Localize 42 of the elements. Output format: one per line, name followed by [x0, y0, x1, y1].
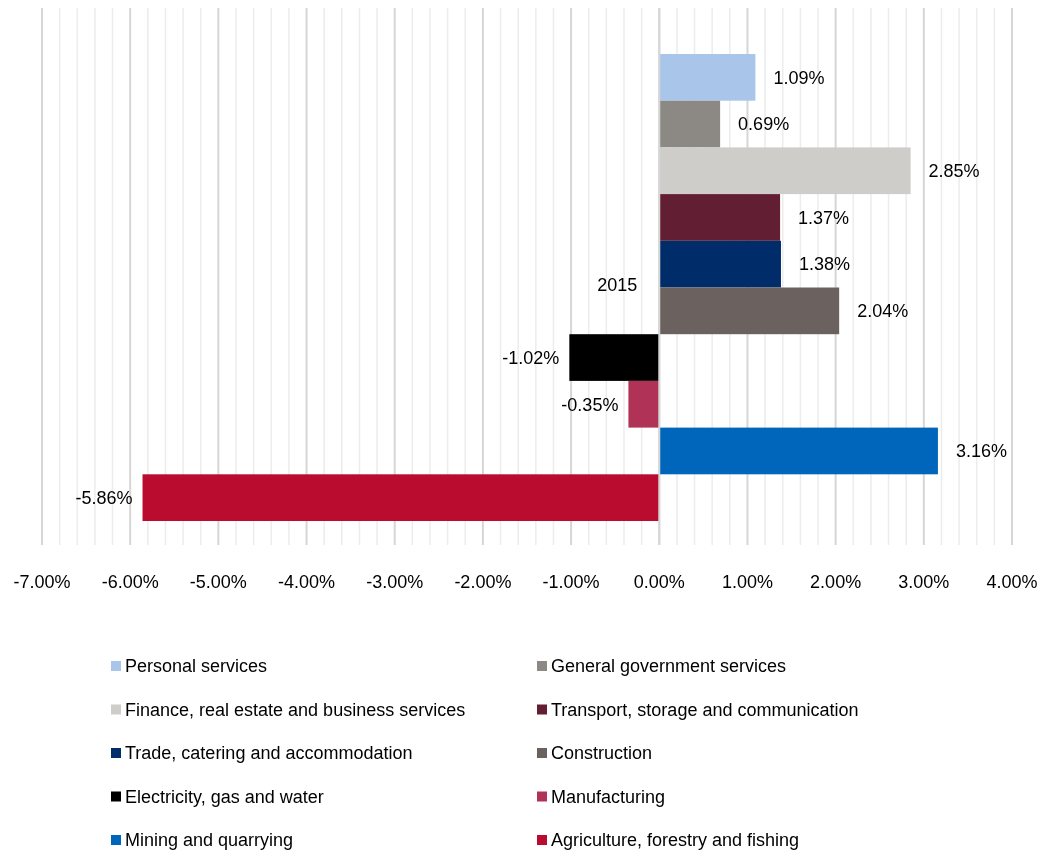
data-label: -1.02%	[502, 347, 560, 368]
bar	[659, 287, 840, 335]
x-tick-label: -7.00%	[13, 572, 71, 593]
bar	[659, 240, 781, 288]
data-label: 1.38%	[798, 254, 851, 275]
bar	[659, 427, 938, 475]
legend-label: Trade, catering and accommodation	[125, 743, 413, 764]
x-tick-label: -6.00%	[101, 572, 159, 593]
x-tick-label: 2.00%	[810, 572, 862, 593]
data-label: 0.69%	[738, 114, 790, 135]
y-tick-label: 2015	[597, 274, 638, 295]
bar	[569, 334, 660, 381]
data-label: 1.37%	[798, 207, 850, 228]
bar	[659, 100, 721, 148]
legend-label: Finance, real estate and business services	[125, 699, 466, 720]
data-label: -5.86%	[75, 487, 133, 508]
bar	[628, 380, 660, 428]
x-tick-label: 3.00%	[898, 572, 950, 593]
legend-label: Construction	[551, 743, 653, 764]
data-label: 2.04%	[857, 301, 909, 322]
legend-label: Manufacturing	[551, 786, 666, 807]
legend-label: Electricity, gas and water	[125, 786, 324, 807]
legend-label: Mining and quarrying	[125, 830, 294, 851]
x-tick-label: 1.00%	[721, 572, 773, 593]
bar	[659, 194, 781, 241]
data-label: 1.09%	[773, 67, 825, 88]
x-tick-label: -3.00%	[366, 572, 424, 593]
bar	[659, 54, 756, 101]
bar	[142, 474, 660, 521]
x-tick-label: -1.00%	[542, 572, 600, 593]
x-tick-label: 0.00%	[633, 572, 685, 593]
legend-label: General government services	[551, 656, 787, 677]
x-tick-label: 4.00%	[986, 572, 1038, 593]
legend-label: Agriculture, forestry and fishing	[551, 830, 800, 851]
data-label: 3.16%	[955, 441, 1007, 462]
legend-label: Personal services	[125, 656, 268, 677]
x-tick-label: -2.00%	[454, 572, 512, 593]
legend-label: Transport, storage and communication	[551, 699, 859, 720]
x-tick-label: -4.00%	[278, 572, 336, 593]
data-label: 2.85%	[928, 161, 980, 182]
x-tick-label: -5.00%	[189, 572, 247, 593]
data-label: -0.35%	[561, 394, 619, 415]
